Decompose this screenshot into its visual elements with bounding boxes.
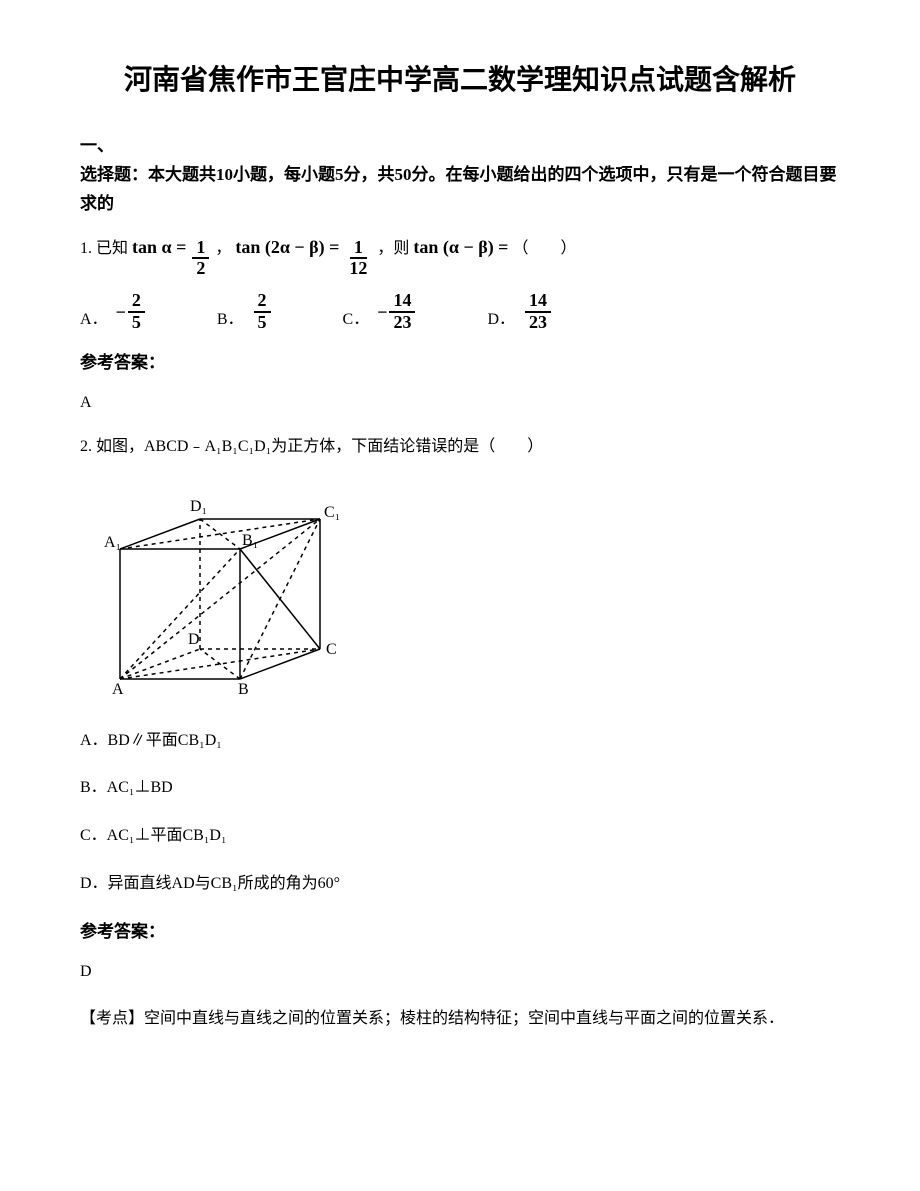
q1-middle: ，则 xyxy=(377,236,409,262)
q1-opt-a-den: 5 xyxy=(128,313,145,333)
q2-answer: D xyxy=(80,959,840,985)
q1-eq2-lhs: tan (2α − β) = xyxy=(235,233,339,262)
q1-answer: A xyxy=(80,390,840,416)
cube-label-d1: D₁ xyxy=(190,498,207,515)
q1-paren: （ ） xyxy=(512,236,576,262)
q1-eq1-frac: 1 2 xyxy=(192,238,209,280)
cube-label-d: D xyxy=(188,631,200,648)
q1-opt-c-sign: − xyxy=(377,298,387,327)
q1-comma1: ， xyxy=(215,236,231,262)
cube-label-c1: C₁ xyxy=(324,504,340,521)
q2-analysis: 【考点】空间中直线与直线之间的位置关系；棱柱的结构特征；空间中直线与平面之间的位… xyxy=(80,1003,840,1035)
q1-eq2-num: 1 xyxy=(350,238,367,260)
q2-options: A．BD∥平面CB₁D₁ B．AC₁⊥BD C．AC₁⊥平面CB₁D₁ D．异面… xyxy=(80,728,840,896)
q2-option-a: A．BD∥平面CB₁D₁ xyxy=(80,728,840,754)
q1-option-d: D． 14 23 xyxy=(487,291,553,333)
cube-label-a1: A₁ xyxy=(104,534,121,551)
q1-text: 1. 已知 tan α = 1 2 ， tan (2α − β) = 1 12 … xyxy=(80,233,840,280)
q1-opt-d-den: 23 xyxy=(525,313,551,333)
q1-options: A． − 2 5 B． 2 5 C． − 14 23 xyxy=(80,291,840,333)
q1-eq2-den: 12 xyxy=(345,259,371,279)
section-1-line2: 选择题：本大题共10小题，每小题5分，共50分。在每小题给出的四个选项中，只有是… xyxy=(80,161,840,219)
q1-opt-a-frac: 2 5 xyxy=(128,291,145,333)
q1-opt-c-num: 14 xyxy=(389,291,415,313)
q2-option-c: C．AC₁⊥平面CB₁D₁ xyxy=(80,823,840,849)
q1-opt-c-den: 23 xyxy=(389,313,415,333)
cube-label-b1: B₁ xyxy=(242,532,258,549)
q2-analysis-text: 空间中直线与直线之间的位置关系；棱柱的结构特征；空间中直线与平面之间的位置关系． xyxy=(144,1010,784,1027)
q1-opt-d-label: D． xyxy=(487,307,515,333)
cube-diagram: A B C D A₁ B₁ C₁ D₁ xyxy=(90,479,840,708)
q1-eq1-lhs: tan α = xyxy=(132,233,186,262)
page-title: 河南省焦作市王官庄中学高二数学理知识点试题含解析 xyxy=(80,60,840,102)
q1-opt-b-num: 2 xyxy=(254,291,271,313)
cube-label-c: C xyxy=(326,641,337,658)
q1-opt-a-num: 2 xyxy=(128,291,145,313)
q1-eq3: tan (α − β) = xyxy=(413,233,508,262)
q1-eq2-frac: 1 12 xyxy=(345,238,371,280)
q1-opt-a-sign: − xyxy=(116,298,126,327)
question-1: 1. 已知 tan α = 1 2 ， tan (2α − β) = 1 1 2 … xyxy=(80,233,840,416)
q1-eq1-num: 1 xyxy=(192,238,209,260)
q2-option-d: D．异面直线AD与CB₁所成的角为60° xyxy=(80,871,840,897)
q1-opt-d-frac: 14 23 xyxy=(525,291,551,333)
q1-option-c: C． − 14 23 xyxy=(343,291,418,333)
cube-label-a: A xyxy=(112,681,124,698)
q1-prefix: 1. 已知 xyxy=(80,236,128,262)
q1-option-b: B． 2 5 xyxy=(217,291,273,333)
q2-text: 2. 如图，ABCD﹣A₁B₁C₁D₁为正方体，下面结论错误的是（ ） xyxy=(80,434,840,460)
q1-answer-heading: 参考答案： xyxy=(80,349,840,376)
q1-opt-d-num: 14 xyxy=(525,291,551,313)
section-1-line1: 一、 xyxy=(80,132,840,161)
question-2: 2. 如图，ABCD﹣A₁B₁C₁D₁为正方体，下面结论错误的是（ ） xyxy=(80,434,840,1035)
q2-option-b: B．AC₁⊥BD xyxy=(80,775,840,801)
q1-eq1-den: 2 xyxy=(192,259,209,279)
cube-label-b: B xyxy=(238,681,249,698)
q1-opt-c-label: C． xyxy=(343,307,370,333)
q1-opt-c-frac: 14 23 xyxy=(389,291,415,333)
q1-opt-b-frac: 2 5 xyxy=(254,291,271,333)
q2-analysis-label: 【考点】 xyxy=(80,1010,144,1027)
q1-opt-b-label: B． xyxy=(217,307,244,333)
section-1-heading: 一、 选择题：本大题共10小题，每小题5分，共50分。在每小题给出的四个选项中，… xyxy=(80,132,840,219)
q1-option-a: A． − 2 5 xyxy=(80,291,147,333)
q1-opt-a-label: A． xyxy=(80,307,108,333)
q1-opt-b-den: 5 xyxy=(254,313,271,333)
q2-answer-heading: 参考答案： xyxy=(80,918,840,945)
